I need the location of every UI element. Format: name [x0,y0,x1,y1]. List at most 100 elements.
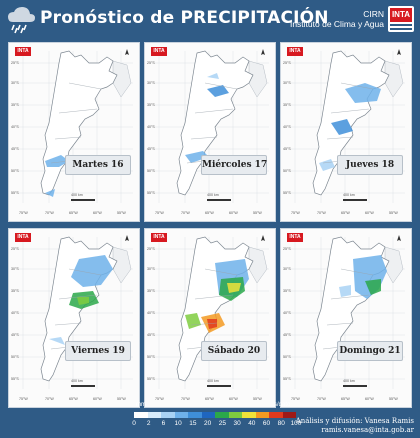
longitude-label: 75°W [19,211,28,215]
argentina-map [291,49,405,203]
page-title: Pronóstico de PRECIPITACIÓN [40,8,329,28]
latitude-label: 55°S [147,191,155,195]
longitude-label: 70°W [317,211,326,215]
north-arrow-icon [125,49,129,55]
north-arrow-icon [397,49,401,55]
footer-line-2: ramis.vanesa@inta.gob.ar [321,426,414,434]
latitude-label: 40°S [11,125,19,129]
legend-swatch [255,412,269,418]
longitude-label: 70°W [181,211,190,215]
legend-tick: 25 [218,420,226,427]
longitude-label: 55°W [389,397,398,401]
longitude-label: 65°W [69,397,78,401]
inta-logo-text: INTA [390,8,412,22]
longitude-label: 65°W [69,211,78,215]
longitude-label: 70°W [317,397,326,401]
rain-cloud-icon [8,7,35,34]
legend-tick: 40 [248,420,256,427]
latitude-label: 55°S [283,191,291,195]
legend-swatch [134,412,148,418]
legend-swatch [242,412,256,418]
longitude-label: 55°W [389,211,398,215]
scale-label: 400 km [71,379,83,383]
longitude-label: 65°W [341,397,350,401]
legend-tick: 0 [132,420,136,427]
longitude-label: 75°W [291,397,300,401]
legend-swatch [201,412,215,418]
latitude-label: 50°S [11,355,19,359]
day-label: Martes 16 [65,155,131,175]
longitude-label: 60°W [93,397,102,401]
legend-tick: 80 [277,420,285,427]
inta-panel-logo: INTA [151,233,167,242]
latitude-label: 30°S [147,267,155,271]
latitude-label: 25°S [147,61,155,65]
longitude-label: 70°W [45,211,54,215]
argentina-map [19,235,133,389]
latitude-label: 50°S [283,169,291,173]
legend-no-data: s/dato [274,402,291,408]
longitude-label: 75°W [291,211,300,215]
latitude-label: 35°S [11,289,19,293]
longitude-label: 70°W [181,397,190,401]
legend-tick: 10 [174,420,182,427]
longitude-label: 60°W [365,211,374,215]
legend-swatch [147,412,161,418]
legend-color-bar [134,412,296,418]
latitude-label: 45°S [283,333,291,337]
latitude-label: 45°S [147,147,155,151]
forecast-map-panel: INTA Domingo 21 400 km 25°S 30°S 35°S 40°S 4… [280,228,412,408]
latitude-label: 50°S [147,169,155,173]
latitude-label: 25°S [11,61,19,65]
header: Pronóstico de PRECIPITACIÓN CIRN Institu… [0,0,420,40]
scale-label: 400 km [207,379,219,383]
longitude-label: 75°W [19,397,28,401]
longitude-label: 60°W [365,397,374,401]
latitude-label: 45°S [283,147,291,151]
latitude-label: 25°S [147,247,155,251]
legend-tick: 6 [161,420,166,427]
latitude-label: 55°S [11,191,19,195]
longitude-label: 60°W [229,211,238,215]
latitude-label: 40°S [147,311,155,315]
north-arrow-icon [261,49,265,55]
latitude-label: 40°S [147,125,155,129]
day-label: Viernes 19 [65,341,131,361]
longitude-label: 55°W [117,211,126,215]
inta-panel-logo: INTA [287,47,303,56]
day-label: Jueves 18 [337,155,403,175]
footer-credit: Análisis y difusión: Vanesa Ramis ramis.… [296,417,414,435]
north-arrow-icon [261,235,265,241]
argentina-map [19,49,133,203]
precipitation-legend: mm s/dato 0 2 6 10 15 20 25 30 40 60 80 100 [124,402,301,432]
latitude-label: 30°S [11,81,19,85]
latitude-label: 30°S [283,267,291,271]
longitude-label: 75°W [155,397,164,401]
latitude-label: 25°S [11,247,19,251]
longitude-label: 60°W [229,397,238,401]
legend-swatch [188,412,202,418]
longitude-label: 55°W [253,397,262,401]
legend-tick: 100 [290,420,302,427]
latitude-label: 35°S [283,103,291,107]
latitude-label: 30°S [147,81,155,85]
latitude-label: 45°S [147,333,155,337]
argentina-map [291,235,405,389]
longitude-label: 55°W [117,397,126,401]
org-line-2: Instituto de Clima y Agua [289,19,384,29]
latitude-label: 55°S [11,377,19,381]
longitude-label: 55°W [253,211,262,215]
latitude-label: 45°S [11,333,19,337]
legend-tick: 30 [233,420,241,427]
north-arrow-icon [125,235,129,241]
latitude-label: 45°S [11,147,19,151]
latitude-label: 40°S [11,311,19,315]
legend-swatch [215,412,229,418]
legend-tick: 2 [146,420,151,427]
inta-panel-logo: INTA [287,233,303,242]
latitude-label: 35°S [11,103,19,107]
scale-bar [207,385,231,387]
scale-label: 400 km [71,193,83,197]
scale-label: 400 km [343,379,355,383]
latitude-label: 40°S [283,125,291,129]
